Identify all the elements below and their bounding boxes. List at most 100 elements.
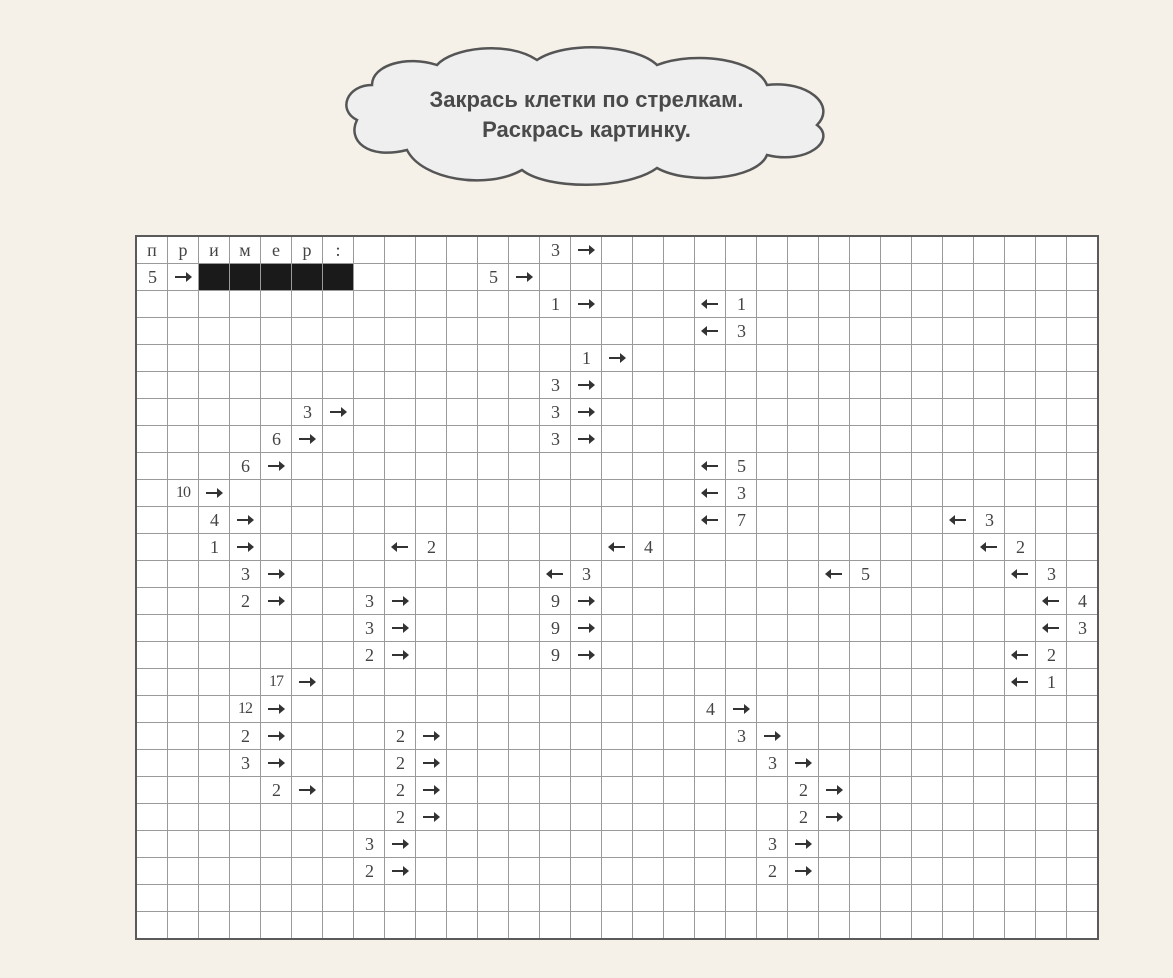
grid-cell: [323, 345, 354, 372]
grid-cell: [664, 291, 695, 318]
grid-cell: [168, 507, 199, 534]
grid-cell: [912, 912, 943, 940]
grid-cell: [571, 669, 602, 696]
grid-cell: [726, 372, 757, 399]
grid-cell: [912, 831, 943, 858]
grid-cell: [478, 453, 509, 480]
grid-cell: [819, 372, 850, 399]
grid-cell: [757, 777, 788, 804]
grid-cell: [1036, 804, 1067, 831]
arrow-right-icon: [385, 615, 415, 641]
grid-cell: [1067, 345, 1099, 372]
instruction-number: 3: [354, 615, 385, 642]
grid-cell: [850, 372, 881, 399]
grid-cell: [478, 912, 509, 940]
grid-cell: [447, 696, 478, 723]
grid-cell: [447, 426, 478, 453]
grid-cell: [292, 615, 323, 642]
grid-cell: [416, 318, 447, 345]
arrow-left-cell: [819, 561, 850, 588]
grid-cell: [354, 372, 385, 399]
arrow-right-icon: [261, 588, 291, 614]
grid-cell: [881, 912, 912, 940]
grid-cell: [354, 750, 385, 777]
grid-cell: [1036, 345, 1067, 372]
grid-cell: [230, 804, 261, 831]
grid-cell: [664, 588, 695, 615]
grid-cell: [633, 236, 664, 264]
grid-cell: [447, 561, 478, 588]
grid-cell: [199, 642, 230, 669]
grid-cell: [199, 426, 230, 453]
grid-cell: [633, 750, 664, 777]
instruction-number: 2: [354, 858, 385, 885]
grid-cell: [509, 291, 540, 318]
grid-cell: [633, 480, 664, 507]
filled-cell: [230, 264, 261, 291]
grid-cell: [974, 723, 1005, 750]
grid-cell: [819, 318, 850, 345]
grid-cell: [974, 561, 1005, 588]
grid-cell: [1067, 804, 1099, 831]
grid-cell: [168, 696, 199, 723]
grid-cell: [571, 453, 602, 480]
grid-cell: [757, 236, 788, 264]
grid-cell: [230, 372, 261, 399]
grid-cell: [726, 912, 757, 940]
grid-cell: [323, 642, 354, 669]
arrow-right-cell: [819, 777, 850, 804]
grid-cell: [1067, 858, 1099, 885]
grid-cell: [1036, 426, 1067, 453]
instruction-number: 3: [1067, 615, 1099, 642]
grid-cell: [478, 561, 509, 588]
grid-cell: [1005, 426, 1036, 453]
grid-cell: [199, 885, 230, 912]
grid-cell: [136, 669, 168, 696]
grid-cell: [230, 669, 261, 696]
grid-cell: [1036, 858, 1067, 885]
grid-cell: [664, 264, 695, 291]
grid-cell: [819, 399, 850, 426]
grid-cell: [850, 912, 881, 940]
grid-cell: [230, 318, 261, 345]
grid-cell: [633, 723, 664, 750]
grid-cell: [416, 831, 447, 858]
grid-cell: [1067, 291, 1099, 318]
grid-cell: [540, 453, 571, 480]
arrow-right-icon: [757, 723, 787, 749]
arrow-right-icon: [819, 804, 849, 830]
grid-cell: [602, 453, 633, 480]
arrow-left-icon: [695, 318, 725, 344]
instruction-number: 6: [261, 426, 292, 453]
grid-cell: [695, 236, 726, 264]
instruction-number: 2: [230, 723, 261, 750]
grid-cell: [726, 750, 757, 777]
grid-cell: [323, 588, 354, 615]
grid-cell: [416, 588, 447, 615]
arrow-left-icon: [1005, 561, 1035, 587]
grid-cell: [633, 561, 664, 588]
grid-cell: [943, 804, 974, 831]
grid-cell: [695, 345, 726, 372]
grid-cell: [292, 858, 323, 885]
grid-cell: [664, 858, 695, 885]
grid-cell: [974, 453, 1005, 480]
grid-cell: [292, 912, 323, 940]
instruction-number: 10: [168, 480, 199, 507]
instruction-number: 2: [1005, 534, 1036, 561]
arrow-right-icon: [292, 669, 322, 695]
title-line-2: Раскрась картинку.: [482, 115, 691, 145]
grid-cell: [509, 777, 540, 804]
grid-cell: [850, 696, 881, 723]
arrow-right-icon: [199, 480, 229, 506]
grid-cell: [292, 507, 323, 534]
grid-cell: [571, 750, 602, 777]
instruction-number: 2: [788, 777, 819, 804]
grid-cell: [199, 831, 230, 858]
instruction-number: 3: [354, 588, 385, 615]
grid-cell: [323, 291, 354, 318]
grid-cell: [695, 588, 726, 615]
grid-cell: [571, 264, 602, 291]
grid-cell: [695, 912, 726, 940]
arrow-right-icon: [385, 642, 415, 668]
